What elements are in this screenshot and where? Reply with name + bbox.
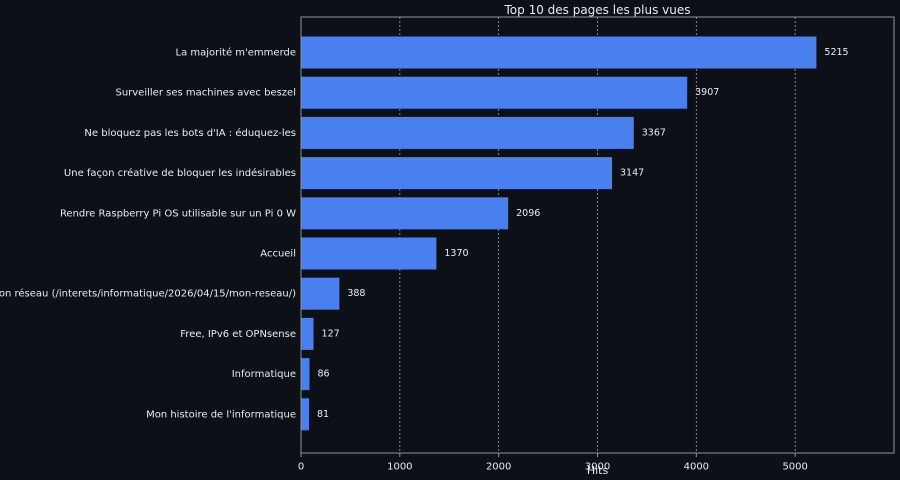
value-label: 3147 xyxy=(620,168,644,179)
bar xyxy=(301,36,817,69)
bar xyxy=(301,398,310,431)
bar xyxy=(301,76,688,109)
x-tick-label: 1000 xyxy=(387,461,412,472)
x-tick-label: 0 xyxy=(298,461,304,472)
category-label: Une façon créative de bloquer les indési… xyxy=(64,167,296,179)
chart-title: Top 10 des pages les plus vues xyxy=(504,3,691,17)
category-label: Informatique xyxy=(232,369,296,380)
category-label: Surveiller ses machines avec beszel xyxy=(115,88,296,99)
value-label: 388 xyxy=(347,288,365,299)
value-labels: 5215 3907 3367 3147 2096 1370 388 127 86 81 xyxy=(317,47,849,420)
bar xyxy=(301,277,340,310)
bars xyxy=(301,36,817,431)
bar xyxy=(301,116,634,149)
category-label: Mon réseau (/interets/informatique/2026/… xyxy=(0,288,296,300)
x-tick-label: 5000 xyxy=(782,461,807,472)
bar xyxy=(301,237,437,270)
value-label: 1370 xyxy=(444,248,468,259)
x-tick-label: 2000 xyxy=(486,461,511,472)
value-label: 81 xyxy=(317,409,329,420)
category-label: Ne bloquez pas les bots d'IA : éduquez-l… xyxy=(84,127,296,139)
category-label: Rendre Raspberry Pi OS utilisable sur un… xyxy=(60,208,296,219)
value-label: 3367 xyxy=(642,127,666,138)
category-labels: La majorité m'emmerde Surveiller ses mach… xyxy=(0,47,296,421)
x-tick-label: 3000 xyxy=(585,461,610,472)
plot-frame xyxy=(300,16,895,454)
x-tick-label: 4000 xyxy=(684,461,709,472)
category-label: Free, IPv6 et OPNsense xyxy=(180,329,296,340)
value-label: 127 xyxy=(322,328,340,339)
category-label: La majorité m'emmerde xyxy=(176,47,297,59)
x-axis-label: Hits xyxy=(587,464,609,477)
bar xyxy=(301,317,314,350)
bar xyxy=(301,358,310,391)
value-label: 5215 xyxy=(824,47,848,58)
bar xyxy=(301,157,613,190)
value-label: 86 xyxy=(317,369,329,380)
bar xyxy=(301,197,509,230)
x-axis-ticks: 0 1000 2000 3000 4000 5000 xyxy=(298,453,808,472)
category-label: Accueil xyxy=(260,249,296,260)
category-label: Mon histoire de l'informatique xyxy=(146,409,296,420)
value-label: 2096 xyxy=(516,208,540,219)
value-label: 3907 xyxy=(695,87,719,98)
